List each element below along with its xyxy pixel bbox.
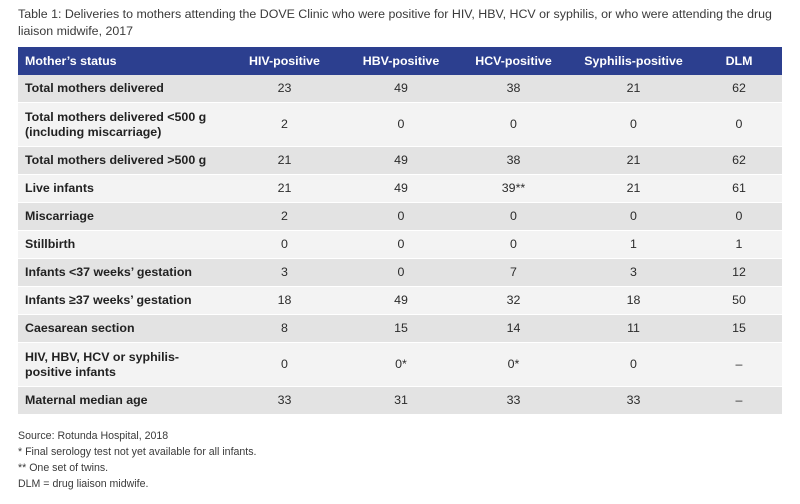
cell-hbv: 0*	[346, 342, 456, 387]
cell-dlm: 0	[696, 102, 782, 147]
table-row: Total mothers delivered >500 g 21 49 38 …	[18, 146, 782, 175]
cell-hiv: 2	[223, 102, 346, 147]
cell-hiv: 18	[223, 286, 346, 315]
table-row: Infants ≥37 weeks’ gestation 18 49 32 18…	[18, 286, 782, 315]
table-row: Total mothers delivered <500 g (includin…	[18, 102, 782, 147]
header-syphilis-positive: Syphilis-positive	[571, 47, 696, 75]
cell-hcv: 39**	[456, 174, 571, 203]
cell-hcv: 0*	[456, 342, 571, 387]
table-row: Stillbirth 0 0 0 1 1	[18, 230, 782, 259]
cell-hcv: 7	[456, 258, 571, 287]
cell-syphilis: 21	[571, 174, 696, 203]
cell-hcv: 0	[456, 202, 571, 231]
cell-dlm: 12	[696, 258, 782, 287]
cell-hbv: 49	[346, 286, 456, 315]
row-label: Miscarriage	[18, 202, 223, 231]
cell-hcv: 0	[456, 230, 571, 259]
cell-hiv: 3	[223, 258, 346, 287]
cell-syphilis: 18	[571, 286, 696, 315]
cell-hbv: 0	[346, 230, 456, 259]
header-dlm: DLM	[696, 47, 782, 75]
cell-hbv: 0	[346, 202, 456, 231]
cell-hbv: 0	[346, 102, 456, 147]
cell-hcv: 32	[456, 286, 571, 315]
deliveries-table: Mother’s status HIV-positive HBV-positiv…	[18, 47, 782, 415]
cell-hiv: 2	[223, 202, 346, 231]
row-label: Caesarean section	[18, 314, 223, 343]
cell-syphilis: 21	[571, 75, 696, 103]
cell-hiv: 21	[223, 146, 346, 175]
footnote-serology: * Final serology test not yet available …	[18, 446, 257, 458]
cell-hbv: 49	[346, 146, 456, 175]
footnote-dlm-definition: DLM = drug liaison midwife.	[18, 478, 149, 490]
table-row: HIV, HBV, HCV or syphilis-positive infan…	[18, 342, 782, 387]
table-caption: Table 1: Deliveries to mothers attending…	[18, 7, 772, 38]
header-hbv-positive: HBV-positive	[346, 47, 456, 75]
cell-dlm: –	[696, 386, 782, 415]
cell-dlm: 1	[696, 230, 782, 259]
row-label: Infants <37 weeks’ gestation	[18, 258, 223, 287]
table-row: Miscarriage 2 0 0 0 0	[18, 202, 782, 231]
table-row: Caesarean section 8 15 14 11 15	[18, 314, 782, 343]
cell-hcv: 14	[456, 314, 571, 343]
cell-hiv: 0	[223, 230, 346, 259]
table-row: Total mothers delivered 23 49 38 21 62	[18, 75, 782, 103]
header-hcv-positive: HCV-positive	[456, 47, 571, 75]
cell-syphilis: 0	[571, 202, 696, 231]
row-label: Total mothers delivered <500 g (includin…	[18, 102, 223, 147]
row-label: Infants ≥37 weeks’ gestation	[18, 286, 223, 315]
cell-dlm: –	[696, 342, 782, 387]
cell-hiv: 21	[223, 174, 346, 203]
cell-hcv: 0	[456, 102, 571, 147]
cell-hbv: 15	[346, 314, 456, 343]
cell-hcv: 38	[456, 75, 571, 103]
cell-syphilis: 21	[571, 146, 696, 175]
cell-syphilis: 0	[571, 342, 696, 387]
table-row: Live infants 21 49 39** 21 61	[18, 174, 782, 203]
cell-hbv: 0	[346, 258, 456, 287]
row-label: Total mothers delivered >500 g	[18, 146, 223, 175]
header-mothers-status: Mother’s status	[18, 47, 223, 75]
cell-hbv: 31	[346, 386, 456, 415]
header-hiv-positive: HIV-positive	[223, 47, 346, 75]
row-label: Maternal median age	[18, 386, 223, 415]
cell-hbv: 49	[346, 174, 456, 203]
source-note: Source: Rotunda Hospital, 2018	[18, 430, 169, 442]
table-header-row: Mother’s status HIV-positive HBV-positiv…	[18, 47, 782, 75]
row-label: Stillbirth	[18, 230, 223, 259]
table-footnotes: Source: Rotunda Hospital, 2018 * Final s…	[18, 428, 256, 492]
cell-syphilis: 33	[571, 386, 696, 415]
cell-hiv: 23	[223, 75, 346, 103]
cell-hcv: 38	[456, 146, 571, 175]
cell-hiv: 33	[223, 386, 346, 415]
row-label: Live infants	[18, 174, 223, 203]
cell-dlm: 61	[696, 174, 782, 203]
footnote-twins: ** One set of twins.	[18, 462, 109, 474]
cell-syphilis: 3	[571, 258, 696, 287]
row-label: Total mothers delivered	[18, 75, 223, 103]
table-row: Infants <37 weeks’ gestation 3 0 7 3 12	[18, 258, 782, 287]
cell-syphilis: 11	[571, 314, 696, 343]
cell-hiv: 8	[223, 314, 346, 343]
cell-syphilis: 1	[571, 230, 696, 259]
cell-dlm: 62	[696, 75, 782, 103]
cell-hbv: 49	[346, 75, 456, 103]
cell-dlm: 50	[696, 286, 782, 315]
cell-dlm: 15	[696, 314, 782, 343]
cell-dlm: 0	[696, 202, 782, 231]
table-row: Maternal median age 33 31 33 33 –	[18, 386, 782, 415]
cell-hiv: 0	[223, 342, 346, 387]
cell-hcv: 33	[456, 386, 571, 415]
row-label: HIV, HBV, HCV or syphilis-positive infan…	[18, 342, 223, 387]
cell-dlm: 62	[696, 146, 782, 175]
cell-syphilis: 0	[571, 102, 696, 147]
